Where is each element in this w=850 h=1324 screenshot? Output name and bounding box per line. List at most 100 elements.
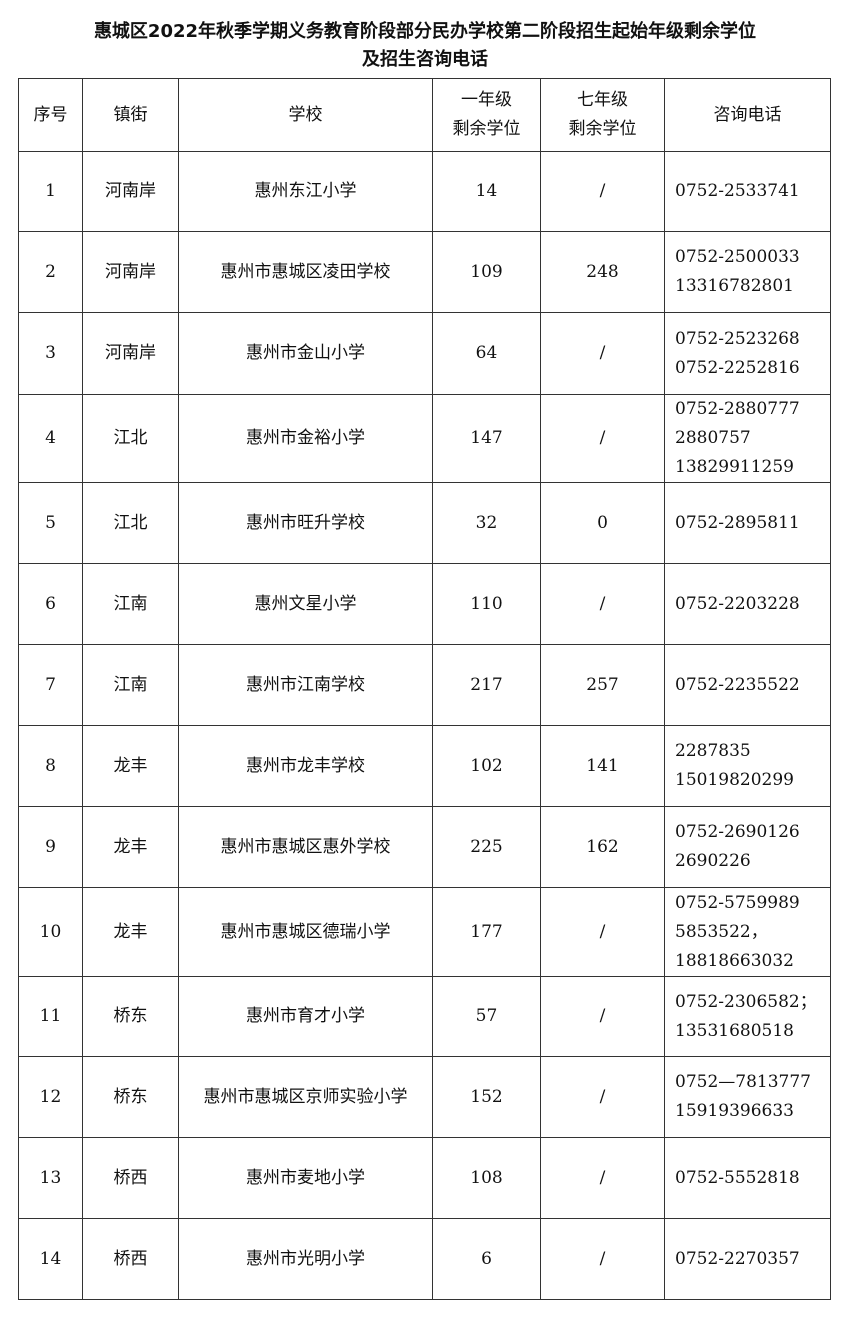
cell-no: 12 [18, 1056, 83, 1138]
title-line-1: 惠城区2022年秋季学期义务教育阶段部分民办学校第二阶段招生起始年级剩余学位 [93, 21, 757, 42]
cell-street: 江南 [82, 644, 179, 726]
cell-grade7-remaining: 257 [540, 644, 665, 726]
cell-phone: 0752-2306582； 13531680518 [664, 976, 831, 1057]
phone-number: 5853522， [675, 921, 768, 942]
cell-grade1-remaining: 147 [432, 394, 541, 483]
cell-grade1-remaining: 152 [432, 1056, 541, 1138]
header-grade1: 一年级 剩余学位 [432, 78, 541, 152]
phone-number: 15019820299 [675, 770, 794, 790]
phone-number: 0752-2880777 [675, 399, 800, 419]
cell-no: 8 [18, 725, 83, 807]
cell-no: 6 [18, 563, 83, 645]
cell-grade7-remaining: / [540, 887, 665, 977]
table-row: 2 河南岸 惠州市惠城区凌田学校 109 248 0752-2500033 13316782… [18, 231, 831, 313]
cell-street: 江北 [82, 394, 179, 483]
cell-school: 惠州文星小学 [178, 563, 433, 645]
header-phone: 咨询电话 [664, 78, 831, 152]
phone-number: 0752-2523268 [675, 328, 800, 349]
title-line-2: 及招生咨询电话 [362, 49, 488, 70]
cell-grade7-remaining: / [540, 976, 665, 1057]
table-row: 3 河南岸 惠州市金山小学 64/ 0752-2523268 0752-2252816 [18, 312, 831, 395]
cell-no: 9 [18, 806, 83, 888]
phone-number: 15919396633 [675, 1101, 794, 1121]
cell-phone: 0752-2235522 [664, 644, 831, 726]
cell-school: 惠州市育才小学 [178, 976, 433, 1057]
table-row: 13 桥西 惠州市麦地小学 108/ 0752-5552818 [18, 1137, 831, 1219]
header-grade1-line2: 剩余学位 [452, 119, 521, 139]
table-row: 14 桥西 惠州市光明小学 6/ 0752-2270357 [18, 1218, 831, 1300]
cell-grade7-remaining: / [540, 151, 665, 232]
cell-phone: 0752-2270357 [664, 1218, 831, 1300]
cell-street: 河南岸 [82, 312, 179, 395]
cell-school: 惠州市光明小学 [178, 1218, 433, 1300]
table-row: 10 龙丰 惠州市惠城区德瑞小学 177/ 0752-5759989 5853522， 18… [18, 887, 831, 977]
phone-number: 0752-2500033 [675, 247, 800, 267]
cell-no: 5 [18, 482, 83, 564]
cell-school: 惠州市龙丰学校 [178, 725, 433, 807]
cell-grade7-remaining: / [540, 1056, 665, 1138]
cell-grade7-remaining: 248 [540, 231, 665, 313]
cell-phone: 0752-2500033 13316782801 [664, 231, 831, 313]
header-school: 学校 [178, 78, 433, 152]
phone-number: 13316782801 [675, 276, 794, 296]
cell-no: 13 [18, 1137, 83, 1219]
cell-street: 龙丰 [82, 887, 179, 977]
header-grade1-line1: 一年级 [461, 90, 512, 110]
cell-phone: 0752-2690126 2690226 [664, 806, 831, 888]
cell-school: 惠州市金山小学 [178, 312, 433, 395]
cell-grade1-remaining: 177 [432, 887, 541, 977]
table-row: 6 江南 惠州文星小学 110/ 0752-2203228 [18, 563, 831, 645]
cell-school: 惠州市麦地小学 [178, 1137, 433, 1219]
phone-number: 0752-2252816 [675, 357, 800, 378]
cell-phone: 2287835 15019820299 [664, 725, 831, 807]
cell-no: 10 [18, 887, 83, 977]
header-street: 镇街 [82, 78, 179, 152]
school-places-table: 序号 镇街 学校 一年级 剩余学位 七年级 剩余学位 咨询电话 1 河南岸 惠州东江小学… [18, 78, 831, 1300]
cell-no: 4 [18, 394, 83, 483]
table-row: 1 河南岸 惠州东江小学 14/ 0752-2533741 [18, 151, 831, 232]
cell-phone: 0752-2523268 0752-2252816 [664, 312, 831, 395]
phone-number: 0752-5552818 [675, 1167, 800, 1188]
cell-street: 龙丰 [82, 725, 179, 807]
cell-school: 惠州市惠城区京师实验小学 [178, 1056, 433, 1138]
cell-street: 河南岸 [82, 151, 179, 232]
cell-no: 7 [18, 644, 83, 726]
cell-street: 桥东 [82, 1056, 179, 1138]
phone-number: 0752-2306582； [675, 991, 817, 1012]
phone-number: 2287835 [675, 741, 751, 761]
cell-street: 桥西 [82, 1137, 179, 1219]
cell-phone: 0752-2880777 2880757 13829911259 [664, 394, 831, 483]
phone-number: 0752-2270357 [675, 1248, 800, 1269]
cell-grade7-remaining: 0 [540, 482, 665, 564]
header-grade7-line2: 剩余学位 [568, 119, 637, 139]
cell-no: 3 [18, 312, 83, 395]
cell-street: 龙丰 [82, 806, 179, 888]
cell-grade1-remaining: 102 [432, 725, 541, 807]
cell-no: 2 [18, 231, 83, 313]
cell-grade1-remaining: 57 [432, 976, 541, 1057]
table-row: 5 江北 惠州市旺升学校 32 0 0752-2895811 [18, 482, 831, 564]
table-row: 8 龙丰 惠州市龙丰学校 102 141 2287835 15019820299 [18, 725, 831, 807]
cell-street: 河南岸 [82, 231, 179, 313]
phone-number: 0752-2235522 [675, 674, 800, 695]
cell-street: 江南 [82, 563, 179, 645]
cell-school: 惠州市惠城区德瑞小学 [178, 887, 433, 977]
cell-grade1-remaining: 6 [432, 1218, 541, 1300]
phone-number: 2880757 [675, 428, 751, 448]
table-row: 12 桥东 惠州市惠城区京师实验小学 152/ 0752—7813777 15919396… [18, 1056, 831, 1138]
cell-school: 惠州市旺升学校 [178, 482, 433, 564]
cell-grade1-remaining: 32 [432, 482, 541, 564]
cell-grade1-remaining: 14 [432, 151, 541, 232]
cell-phone: 0752-2203228 [664, 563, 831, 645]
cell-grade7-remaining: 162 [540, 806, 665, 888]
cell-school: 惠州市金裕小学 [178, 394, 433, 483]
phone-number: 0752—7813777 [675, 1072, 811, 1092]
cell-grade7-remaining: / [540, 1218, 665, 1300]
cell-grade1-remaining: 110 [432, 563, 541, 645]
cell-grade1-remaining: 225 [432, 806, 541, 888]
cell-grade1-remaining: 64 [432, 312, 541, 395]
phone-number: 2690226 [675, 851, 751, 871]
table-row: 11 桥东 惠州市育才小学 57/ 0752-2306582； 13531680518 [18, 976, 831, 1057]
cell-phone: 0752—7813777 15919396633 [664, 1056, 831, 1138]
cell-school: 惠州市惠城区凌田学校 [178, 231, 433, 313]
